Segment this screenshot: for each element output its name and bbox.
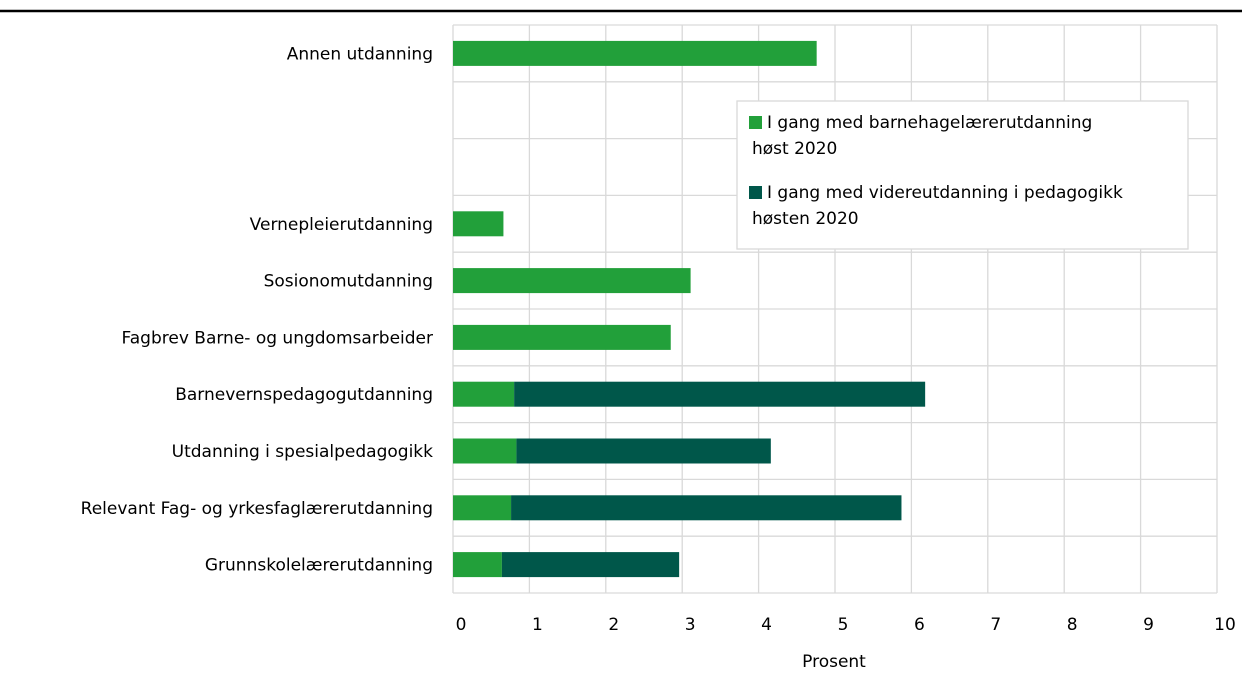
x-tick-label: 5 xyxy=(838,615,849,635)
legend-label: høst 2020 xyxy=(752,139,837,159)
bars-layer xyxy=(453,40,926,578)
bar-series-2 xyxy=(516,438,771,464)
x-tick-label: 9 xyxy=(1143,615,1154,635)
category-label: Fagbrev Barne- og ungdomsarbeider xyxy=(122,328,433,348)
bar-series-1 xyxy=(453,324,671,350)
legend-swatch xyxy=(749,116,762,129)
category-label: Vernepleierutdanning xyxy=(250,215,433,235)
x-axis-title: Prosent xyxy=(802,652,866,672)
bar-series-2 xyxy=(501,552,680,578)
legend-box xyxy=(736,100,1189,250)
x-tick-label: 10 xyxy=(1214,615,1236,635)
category-label: Annen utdanning xyxy=(287,44,433,64)
x-tick-label: 7 xyxy=(990,615,1001,635)
x-tick-label: 4 xyxy=(761,615,772,635)
category-label: Relevant Fag- og yrkesfaglærerutdanning xyxy=(81,499,433,519)
legend-label: I gang med barnehagelærerutdanning xyxy=(767,113,1092,133)
category-label: Barnevernspedagogutdanning xyxy=(175,385,433,405)
category-label: Grunnskolelærerutdanning xyxy=(205,556,433,576)
bar-series-1 xyxy=(453,211,504,237)
bar-series-2 xyxy=(511,495,902,521)
bar-series-1 xyxy=(453,40,817,66)
bar-series-1 xyxy=(453,438,517,464)
legend-label: høsten 2020 xyxy=(752,209,859,229)
x-tick-label: 2 xyxy=(608,615,619,635)
x-tick-label: 1 xyxy=(532,615,543,635)
bar-series-1 xyxy=(453,268,691,294)
legend-swatch xyxy=(749,186,762,199)
bar-series-1 xyxy=(453,552,502,578)
x-tick-label: 0 xyxy=(456,615,467,635)
bar-series-2 xyxy=(514,381,926,407)
x-tick-label: 8 xyxy=(1067,615,1078,635)
category-label: Utdanning i spesialpedagogikk xyxy=(172,442,434,462)
bar-series-1 xyxy=(453,495,512,521)
category-labels: Annen utdanning Vernepleierutdanning Sosio… xyxy=(81,44,433,575)
legend: I gang med barnehagelærerutdanning høst 2… xyxy=(736,100,1189,250)
x-tick-label: 6 xyxy=(914,615,925,635)
category-label: Sosionomutdanning xyxy=(264,272,433,292)
legend-label: I gang med videreutdanning i pedagogikk xyxy=(767,183,1123,203)
bar-series-1 xyxy=(453,381,515,407)
x-tick-label: 3 xyxy=(685,615,696,635)
x-tick-labels: 0 1 2 3 4 5 6 7 8 9 10 xyxy=(456,615,1236,635)
